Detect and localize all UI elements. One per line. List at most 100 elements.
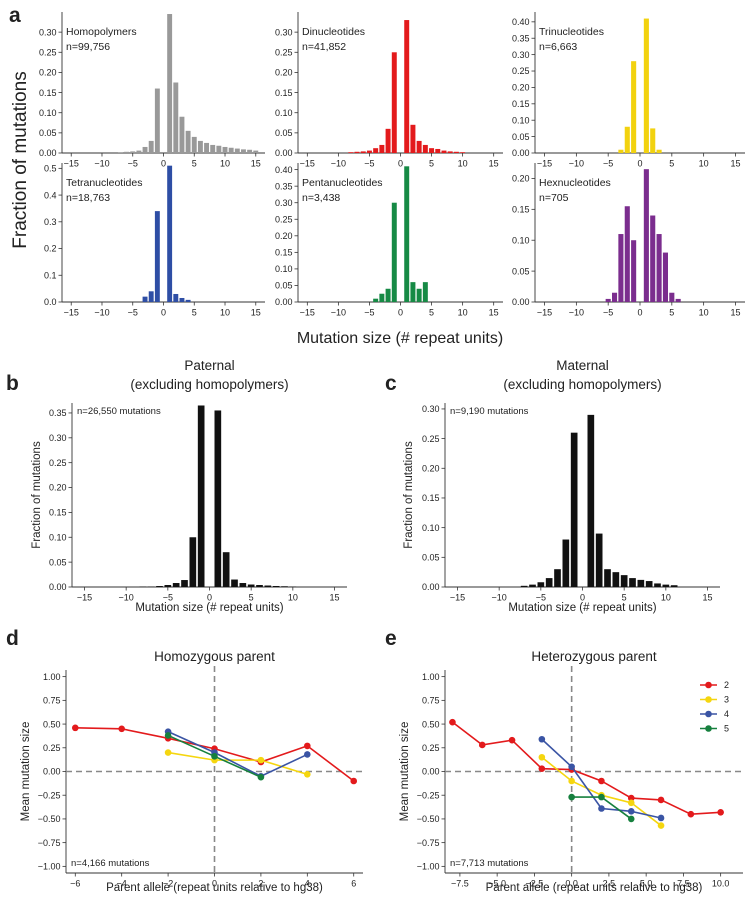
bar [147, 586, 155, 587]
x-tick-label: 5 [429, 308, 434, 318]
legend-marker [705, 725, 712, 732]
bar [289, 586, 297, 587]
y-tick-label: 0.20 [512, 83, 530, 93]
chart-a2: 0.00 0.05 0.10 0.15 0.20 0.25 0.30 −15 −10 −5 0 5 10… [275, 12, 503, 169]
x-tick-label: −10 [119, 593, 134, 603]
x-tick-label: 10 [220, 159, 230, 169]
series-line-2 [451, 721, 721, 816]
bar [429, 148, 435, 153]
y-tick-label: 0.30 [422, 404, 440, 414]
legend-marker [705, 681, 712, 689]
y-tick-label: 0.35 [49, 408, 67, 418]
x-tick-label: 10 [661, 593, 671, 603]
chart-a3: 0.00 0.05 0.10 0.15 0.20 0.25 0.30 0.35 0.40 −15 −… [512, 12, 745, 169]
data-point [350, 777, 358, 785]
y-tick-label: 0.25 [275, 47, 293, 57]
bar [156, 586, 163, 587]
y-tick-label: 0.10 [49, 532, 67, 542]
bar [191, 136, 197, 153]
panel-letter-d: d [6, 627, 19, 650]
x-axis-label: Parent allele (repeat units relative to … [106, 882, 323, 894]
x-tick-label: 7.5 [677, 879, 690, 889]
bar [247, 584, 255, 587]
x-tick-label: 5 [669, 308, 674, 318]
bar [554, 569, 561, 587]
bar [620, 575, 628, 587]
data-point [568, 793, 575, 801]
x-tick-label: 15 [251, 308, 261, 318]
subplot-title: Pentanucleotides [302, 177, 383, 189]
chart-a6: 0.00 0.05 0.10 0.15 0.20 −15 −10 −5 0 5 10 15 Hexnuc… [512, 163, 745, 318]
y-tick-label: 0.25 [275, 214, 293, 224]
bar [173, 82, 179, 153]
x-tick-label: 0 [580, 593, 585, 603]
bar [167, 14, 173, 154]
bar [529, 584, 536, 587]
x-tick-label: 10 [458, 159, 468, 169]
data-point [304, 751, 311, 758]
panel-letter-a: a [9, 4, 21, 27]
bar [366, 150, 372, 153]
bar [520, 585, 528, 587]
x-tick-label: 0 [212, 879, 217, 889]
bar [379, 293, 385, 302]
panel-a-xlabel: Mutation size (# repeat units) [297, 330, 503, 347]
x-tick-label: 15 [489, 159, 499, 169]
x-tick-label: −2 [163, 879, 173, 889]
chart-title: (excluding homopolymers) [503, 377, 661, 392]
subplot-title: Homopolymers [66, 26, 137, 38]
data-point [717, 808, 724, 816]
x-tick-label: 5 [429, 159, 434, 169]
x-tick-label: 10.0 [712, 879, 730, 889]
x-axis-label: Mutation size (# repeat units) [508, 602, 656, 614]
bar [410, 282, 416, 302]
y-tick-label: 0.25 [43, 743, 61, 753]
bar [670, 585, 678, 587]
bar [624, 206, 630, 302]
chart-c: 0.00 0.05 0.10 0.15 0.20 0.25 0.30 −15 −10 −5 0 5 10… [403, 358, 720, 614]
bar [416, 288, 422, 302]
x-tick-label: −10 [492, 593, 507, 603]
bar [675, 298, 681, 302]
y-tick-label: 0.20 [422, 463, 440, 473]
x-tick-label: 10 [220, 308, 230, 318]
x-tick-label: −5 [364, 159, 374, 169]
bar [272, 586, 280, 587]
x-tick-label: −5 [128, 308, 138, 318]
y-tick-label: 0.05 [422, 553, 440, 563]
y-tick-label: 0.00 [512, 148, 530, 158]
chart-title: Heterozygous parent [531, 649, 657, 664]
y-tick-label: 0.30 [275, 27, 293, 37]
x-tick-label: 6 [351, 879, 356, 889]
bar [537, 582, 545, 587]
y-tick-label: 0.05 [39, 128, 57, 138]
y-tick-label: 0.00 [43, 767, 61, 777]
bar [148, 291, 154, 302]
y-tick-label: 0.25 [39, 47, 57, 57]
n-count-label: n=3,438 [302, 192, 340, 204]
bar [197, 140, 203, 153]
data-point [257, 756, 265, 764]
x-tick-label: 2 [258, 879, 263, 889]
y-tick-label: 0.75 [43, 696, 61, 706]
x-tick-label: −5 [364, 308, 374, 318]
n-count-label: n=99,756 [66, 41, 110, 53]
x-tick-label: 15 [489, 308, 499, 318]
subplot-title: Tetranucleotides [66, 177, 142, 189]
bar [172, 583, 180, 587]
y-tick-label: 0.10 [39, 108, 57, 118]
data-point [118, 725, 125, 733]
bar [256, 585, 263, 587]
data-point [687, 810, 695, 818]
bar [422, 144, 428, 153]
bar [447, 151, 453, 153]
x-tick-label: −5 [128, 159, 138, 169]
x-axis-label: Mutation size (# repeat units) [135, 602, 283, 614]
bar [662, 584, 670, 587]
bar [214, 410, 222, 587]
chart-title: Paternal [184, 358, 234, 373]
chart-a1: 0.00 0.05 0.10 0.15 0.20 0.25 0.30 −15 −10 −5 0 5 10… [39, 12, 265, 169]
panel-letter-c: c [385, 372, 397, 395]
x-tick-label: 0 [207, 593, 212, 603]
